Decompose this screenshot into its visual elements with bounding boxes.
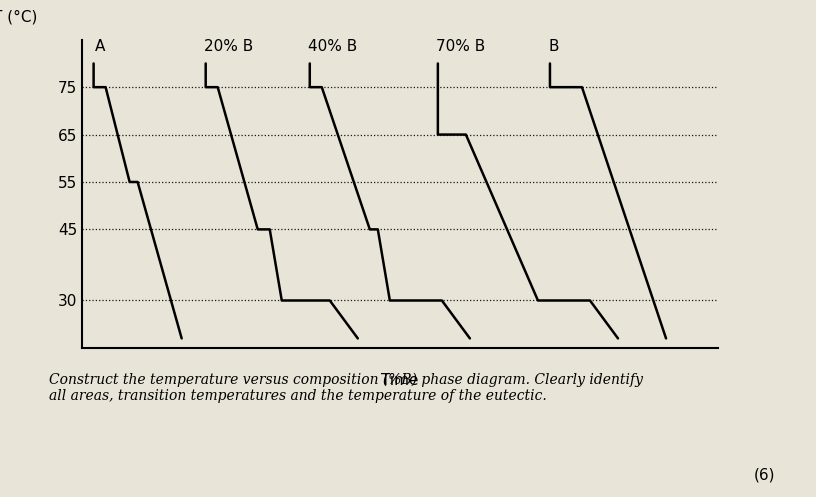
Text: B: B	[548, 39, 559, 54]
Text: T (°C): T (°C)	[0, 9, 37, 24]
Text: Construct the temperature versus composition (%B) phase diagram. Clearly identif: Construct the temperature versus composi…	[49, 373, 643, 404]
Text: (6): (6)	[754, 467, 775, 482]
Text: 20% B: 20% B	[204, 39, 253, 54]
Text: 70% B: 70% B	[437, 39, 486, 54]
Text: Time: Time	[381, 373, 419, 388]
Text: 40% B: 40% B	[308, 39, 357, 54]
Text: A: A	[95, 39, 105, 54]
